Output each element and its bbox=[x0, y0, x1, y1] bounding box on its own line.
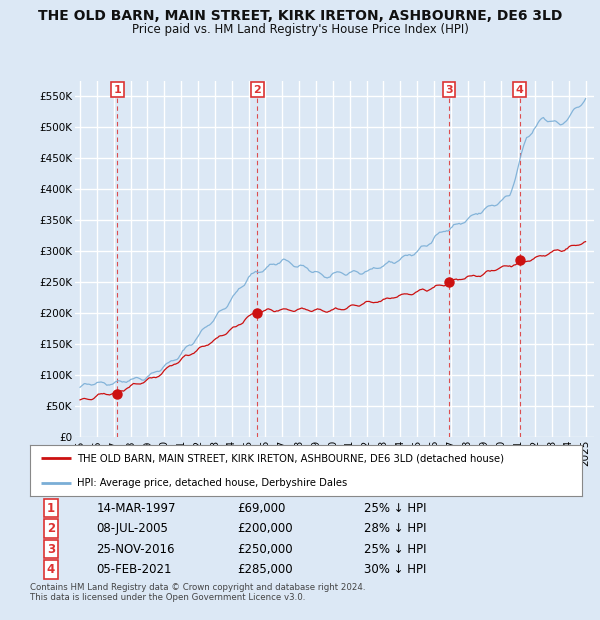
Text: 1: 1 bbox=[113, 84, 121, 94]
Text: 2: 2 bbox=[253, 84, 261, 94]
Text: THE OLD BARN, MAIN STREET, KIRK IRETON, ASHBOURNE, DE6 3LD: THE OLD BARN, MAIN STREET, KIRK IRETON, … bbox=[38, 9, 562, 24]
Text: 14-MAR-1997: 14-MAR-1997 bbox=[96, 502, 176, 515]
Text: 30% ↓ HPI: 30% ↓ HPI bbox=[364, 563, 427, 576]
Text: £200,000: £200,000 bbox=[237, 522, 293, 535]
Text: £285,000: £285,000 bbox=[237, 563, 293, 576]
Text: 25% ↓ HPI: 25% ↓ HPI bbox=[364, 542, 427, 556]
Text: Contains HM Land Registry data © Crown copyright and database right 2024.
This d: Contains HM Land Registry data © Crown c… bbox=[30, 583, 365, 602]
Text: 25-NOV-2016: 25-NOV-2016 bbox=[96, 542, 175, 556]
Text: 4: 4 bbox=[516, 84, 524, 94]
Text: 28% ↓ HPI: 28% ↓ HPI bbox=[364, 522, 427, 535]
Text: 25% ↓ HPI: 25% ↓ HPI bbox=[364, 502, 427, 515]
Text: 2: 2 bbox=[47, 522, 55, 535]
Text: THE OLD BARN, MAIN STREET, KIRK IRETON, ASHBOURNE, DE6 3LD (detached house): THE OLD BARN, MAIN STREET, KIRK IRETON, … bbox=[77, 453, 504, 463]
Text: 3: 3 bbox=[47, 542, 55, 556]
Text: 1: 1 bbox=[47, 502, 55, 515]
Text: 05-FEB-2021: 05-FEB-2021 bbox=[96, 563, 172, 576]
Text: 4: 4 bbox=[47, 563, 55, 576]
Text: 08-JUL-2005: 08-JUL-2005 bbox=[96, 522, 168, 535]
Text: £69,000: £69,000 bbox=[237, 502, 286, 515]
Text: 3: 3 bbox=[445, 84, 453, 94]
Text: HPI: Average price, detached house, Derbyshire Dales: HPI: Average price, detached house, Derb… bbox=[77, 478, 347, 488]
Text: Price paid vs. HM Land Registry's House Price Index (HPI): Price paid vs. HM Land Registry's House … bbox=[131, 23, 469, 36]
Text: £250,000: £250,000 bbox=[237, 542, 293, 556]
